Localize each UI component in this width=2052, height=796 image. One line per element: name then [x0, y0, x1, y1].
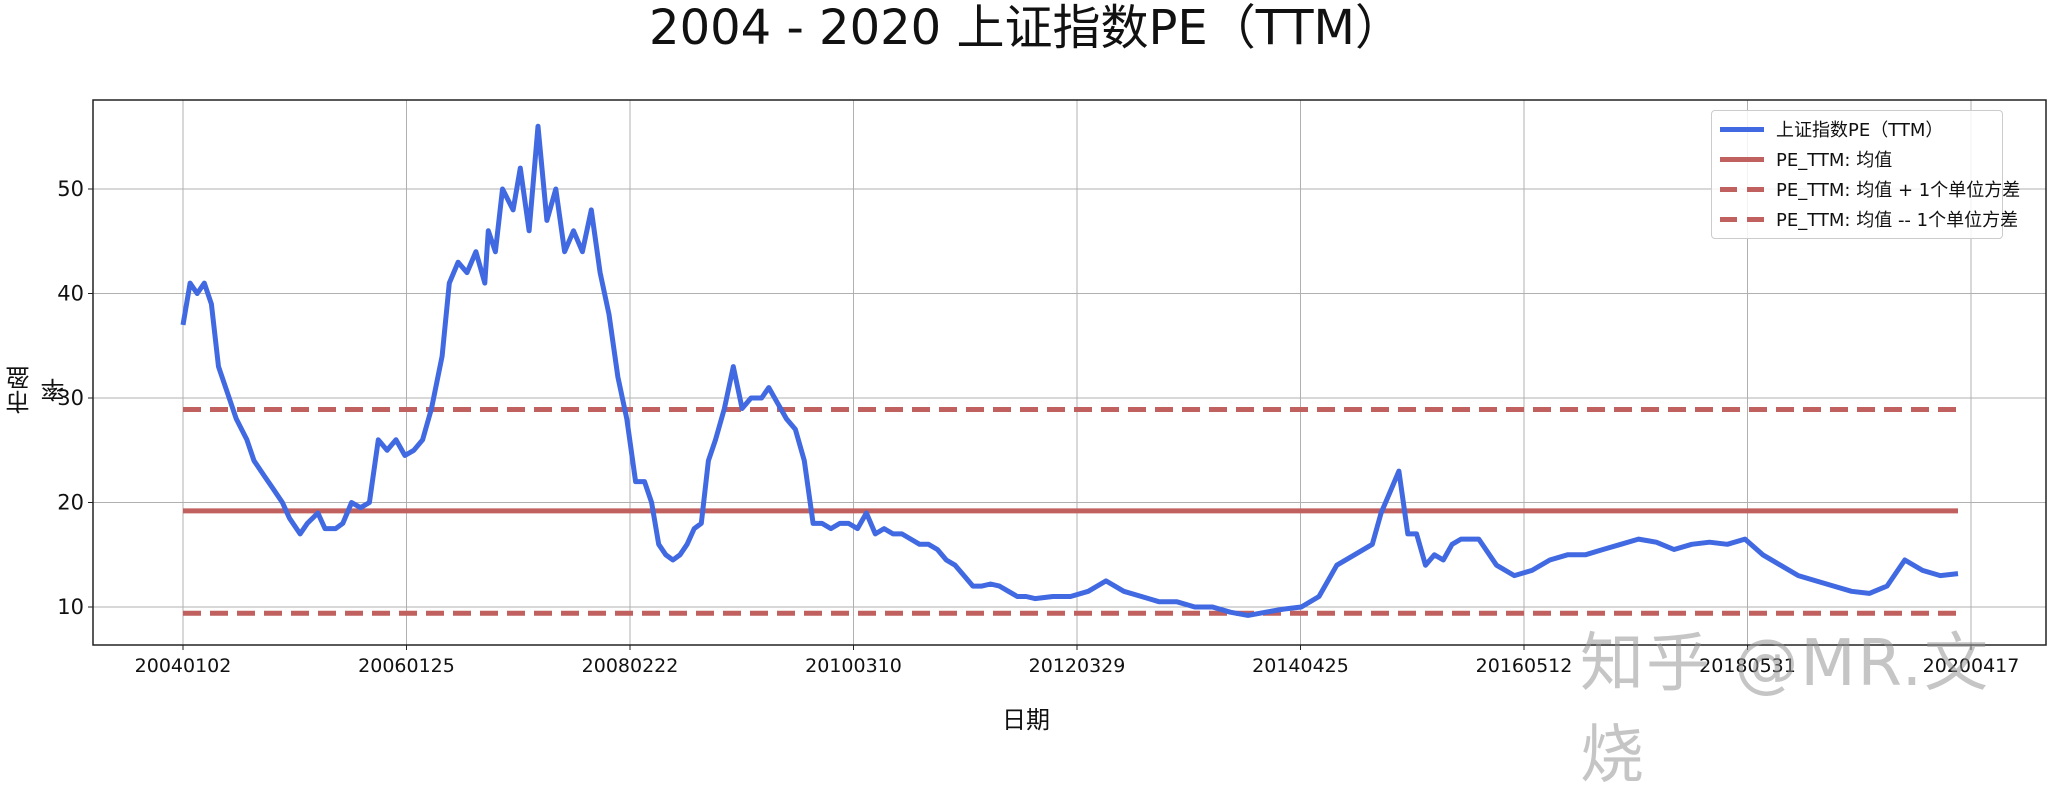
chart-title: 2004 - 2020 上证指数PE（TTM） — [649, 0, 1403, 56]
x-tick-label: 20160512 — [1476, 655, 1573, 677]
legend: 上证指数PE（TTM） PE_TTM: 均值 PE_TTM: 均值 + 1个单位… — [1711, 110, 2020, 239]
y-tick-label: 50 — [57, 177, 84, 201]
legend-item-minus-sd: PE_TTM: 均值 -- 1个单位方差 — [1720, 205, 2018, 233]
x-tick-label: 20040102 — [135, 655, 232, 677]
x-tick-label: 20180531 — [1699, 655, 1796, 677]
watermark: 知乎 @MR.文烧 — [1580, 627, 1991, 793]
legend-label: PE_TTM: 均值 -- 1个单位方差 — [1776, 210, 2019, 231]
legend-item-mean: PE_TTM: 均值 — [1720, 145, 1892, 173]
legend-label: PE_TTM: 均值 + 1个单位方差 — [1776, 180, 2021, 201]
x-tick-label: 20080222 — [582, 655, 679, 677]
y-tick-label: 30 — [57, 386, 84, 410]
y-axis-ticks: 10 20 30 40 50 — [57, 177, 93, 619]
y-axis-label: 市盈率 — [6, 366, 69, 414]
legend-swatch-dashed-red-icon — [1720, 186, 1764, 192]
x-tick-label: 20060125 — [358, 655, 455, 677]
legend-swatch-solid-blue-icon — [1720, 126, 1764, 132]
legend-item-pe: 上证指数PE（TTM） — [1720, 115, 1943, 143]
legend-swatch-dashed-red-icon — [1720, 216, 1764, 222]
y-tick-label: 10 — [57, 595, 84, 619]
x-tick-label: 20100310 — [805, 655, 902, 677]
legend-label: 上证指数PE（TTM） — [1776, 120, 1944, 141]
legend-item-plus-sd: PE_TTM: 均值 + 1个单位方差 — [1720, 175, 2020, 203]
x-tick-label: 20120329 — [1029, 655, 1126, 677]
y-tick-label: 20 — [57, 491, 84, 515]
x-tick-label: 20140425 — [1252, 655, 1349, 677]
legend-swatch-solid-red-icon — [1720, 156, 1764, 162]
stat-lines — [183, 406, 1958, 616]
plot-frame — [92, 99, 2047, 646]
chart-plot: 10 20 30 40 50 20040102 20060125 20080222 20100… — [57, 99, 2047, 677]
x-axis-ticks: 20040102 20060125 20080222 20100310 20120329… — [135, 645, 2020, 677]
x-tick-label: 20200417 — [1923, 655, 2020, 677]
y-tick-label: 40 — [57, 282, 84, 306]
x-axis-label: 日期 — [1002, 706, 1050, 734]
pe-ttm-line — [180, 123, 1959, 618]
grid-lines — [93, 100, 2046, 645]
legend-label: PE_TTM: 均值 — [1776, 150, 1893, 171]
